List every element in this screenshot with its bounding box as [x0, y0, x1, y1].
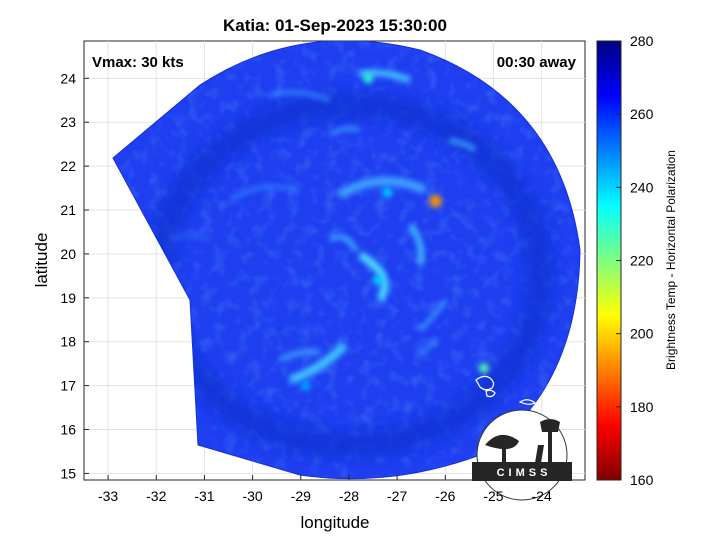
x-tick-label: -28	[339, 488, 359, 504]
x-tick-label: -30	[242, 488, 262, 504]
plot-area: Vmax: 30 kts 00:30 away CIMSS -33 -32 -31-…	[60, 40, 586, 504]
brightness-feature	[300, 380, 311, 391]
brightness-feature	[382, 187, 393, 198]
x-axis-ticks: -33 -32 -31 -30 -29 -28 -27 -26 -25 -24	[98, 475, 552, 504]
y-axis-ticks: 15 16 17 18 19 20 21 22 23 24	[60, 70, 89, 481]
x-tick-label: -31	[194, 488, 214, 504]
colorbar: 160 180 200 220 240 260 280 Brightness Temp - …	[596, 33, 678, 488]
x-tick-label: -27	[387, 488, 407, 504]
y-tick-label: 18	[60, 334, 76, 350]
brightness-feature	[363, 73, 374, 84]
brightness-feature	[478, 363, 489, 374]
y-tick-label: 23	[60, 114, 76, 130]
y-tick-label: 22	[60, 158, 76, 174]
x-tick-label: -33	[98, 488, 118, 504]
brightness-feature-core	[433, 198, 439, 204]
x-tick-label: -25	[483, 488, 503, 504]
y-tick-label: 21	[60, 202, 76, 218]
y-tick-label: 19	[60, 290, 76, 306]
coastline	[475, 375, 582, 466]
colorbar-tick-label: 180	[630, 399, 654, 415]
colorbar-tick-label: 160	[630, 472, 654, 488]
cimss-logo: CIMSS	[472, 409, 572, 501]
colorbar-tick-label: 220	[630, 253, 654, 269]
y-axis-label: latitude	[32, 233, 51, 288]
x-axis-label: longitude	[300, 513, 369, 532]
colorbar-ticks: 160 180 200 220 240 260 280	[616, 33, 654, 488]
x-tick-label: -24	[532, 488, 552, 504]
colorbar-tick-label: 240	[630, 179, 654, 195]
vmax-label: Vmax: 30 kts	[92, 54, 184, 71]
x-tick-label: -26	[435, 488, 455, 504]
x-tick-label: -29	[291, 488, 311, 504]
colorbar-tick-label: 200	[630, 326, 654, 342]
x-tick-label: -32	[146, 488, 166, 504]
y-tick-label: 20	[60, 246, 76, 262]
colorbar-label: Brightness Temp - Horizontal Polarizatio…	[664, 150, 678, 370]
colorbar-tick-label: 260	[630, 106, 654, 122]
y-tick-label: 24	[60, 70, 76, 86]
colorbar-tick-label: 280	[630, 33, 654, 49]
y-tick-label: 17	[60, 378, 76, 394]
figure-title: Katia: 01-Sep-2023 15:30:00	[223, 16, 447, 35]
brightness-feature	[372, 275, 383, 286]
y-tick-label: 16	[60, 422, 76, 438]
logo-text: CIMSS	[497, 467, 552, 479]
time-away-label: 00:30 away	[497, 54, 577, 71]
y-tick-label: 15	[60, 465, 76, 481]
